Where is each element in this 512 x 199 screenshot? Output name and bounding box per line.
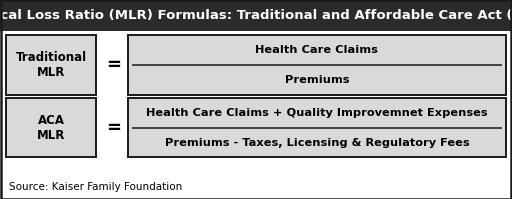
Text: Premiums: Premiums [285, 75, 349, 85]
Text: Premiums - Taxes, Licensing & Regulatory Fees: Premiums - Taxes, Licensing & Regulatory… [165, 138, 469, 147]
Text: Health Care Claims: Health Care Claims [255, 45, 378, 55]
Bar [128, 35, 506, 95]
Text: Traditional
MLR: Traditional MLR [15, 51, 87, 79]
Text: ACA
MLR: ACA MLR [37, 114, 65, 142]
Bar [0, 0, 512, 31]
Bar [128, 98, 506, 157]
Text: =: = [106, 56, 121, 74]
Text: =: = [106, 119, 121, 137]
Text: Source: Kaiser Family Foundation: Source: Kaiser Family Foundation [9, 182, 182, 192]
Text: Health Care Claims + Quality Improvemnet Expenses: Health Care Claims + Quality Improvemnet… [146, 108, 488, 118]
Bar [6, 98, 96, 157]
Bar [6, 35, 96, 95]
Text: Medical Loss Ratio (MLR) Formulas: Traditional and Affordable Care Act (ACA): Medical Loss Ratio (MLR) Formulas: Tradi… [0, 9, 512, 22]
